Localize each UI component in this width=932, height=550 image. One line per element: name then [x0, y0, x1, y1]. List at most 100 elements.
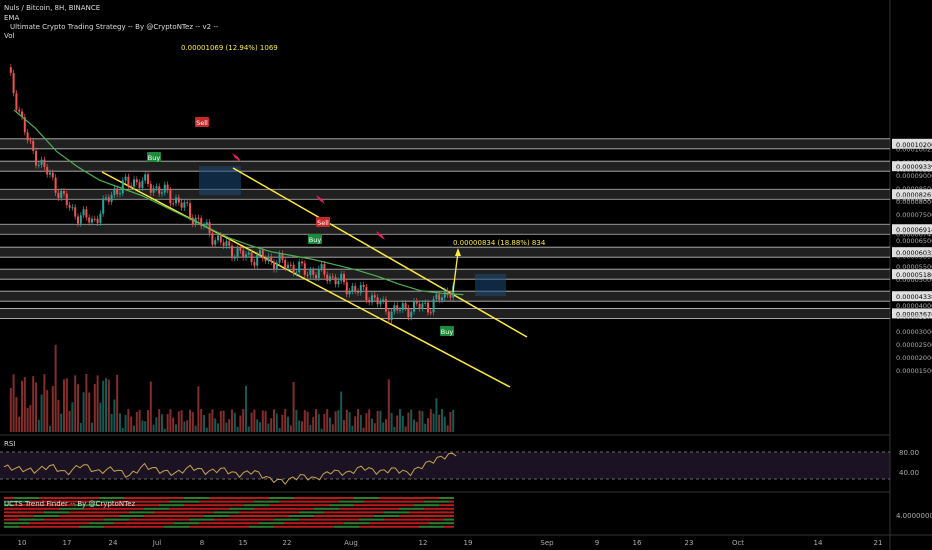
trend-cell: [189, 504, 194, 507]
trend-cell: [244, 504, 249, 507]
trend-cell: [74, 511, 79, 514]
buy-signal[interactable]: [440, 326, 454, 336]
ema-legend[interactable]: EMA: [4, 14, 19, 22]
volume-bar: [359, 415, 362, 432]
trend-cell: [244, 511, 249, 514]
trend-cell: [404, 504, 409, 507]
symbol-title[interactable]: Nuls / Bitcoin, 8H, BINANCE: [4, 4, 100, 12]
trend-axis-label: 4.00000000: [896, 512, 932, 520]
trend-cell: [324, 522, 329, 525]
trend-cell: [294, 497, 299, 499]
candle-body: [432, 299, 435, 313]
trend-cell: [154, 507, 159, 510]
trend-cell: [324, 525, 329, 528]
trend-cell: [374, 515, 379, 517]
trend-cell: [169, 507, 174, 510]
trend-cell: [49, 522, 54, 525]
time-axis-labels: 10 17 24 Jul 8 15 22 Aug 12 19 Sep 9 16 23 Oct 14 21: [18, 539, 883, 547]
trend-cell: [344, 525, 349, 528]
trend-cell: [339, 511, 344, 514]
trend-cell: [329, 497, 334, 499]
trend-cell: [424, 504, 429, 507]
rsi-legend[interactable]: RSI: [4, 440, 15, 448]
trend-cell: [419, 525, 424, 528]
trend-cell: [359, 507, 364, 510]
zone-band[interactable]: [0, 269, 890, 280]
trend-cell: [89, 525, 94, 528]
trend-legend[interactable]: UCTS Trend Finder -- By @CryptoNTez: [4, 500, 136, 508]
candle-body: [26, 132, 29, 141]
trend-cell: [339, 522, 344, 525]
trend-cell: [399, 522, 404, 525]
volume-bar: [149, 381, 152, 432]
trend-cell: [304, 497, 309, 499]
strategy-legend[interactable]: Ultimate Crypto Trading Strategy -- By @…: [10, 23, 219, 31]
trend-cell: [449, 500, 454, 503]
zone-band[interactable]: [0, 247, 890, 258]
candle-body: [351, 285, 354, 292]
trend-cell: [264, 507, 269, 510]
rsi-lower-label: 40.00: [899, 469, 919, 477]
trend-cell: [84, 515, 89, 517]
zone-band[interactable]: [0, 138, 890, 149]
trend-cell: [24, 515, 29, 517]
zone-band[interactable]: [0, 161, 890, 172]
trend-cell: [99, 500, 104, 503]
trend-cell: [249, 515, 254, 517]
candle-body: [401, 303, 404, 310]
volume-bar: [85, 374, 88, 432]
trend-cell: [364, 507, 369, 510]
trend-finder-bars: [4, 497, 454, 528]
trend-cell: [154, 522, 159, 525]
volume-bar: [317, 414, 320, 432]
trend-cell: [339, 504, 344, 507]
measure-box-2[interactable]: [475, 274, 506, 297]
trend-cell: [414, 525, 419, 528]
sell-signal[interactable]: [316, 217, 330, 227]
trend-cell: [209, 518, 214, 521]
projection-arrow-shaft: [452, 251, 459, 293]
candle-body: [152, 188, 155, 193]
trend-cell: [29, 507, 34, 510]
trend-cell: [209, 525, 214, 528]
trend-cell: [99, 507, 104, 510]
trend-cell: [119, 525, 124, 528]
channel-upper-line[interactable]: [232, 167, 528, 338]
trend-cell: [44, 504, 49, 507]
buy-signal[interactable]: [147, 152, 161, 162]
volume-bar: [63, 379, 65, 432]
trend-cell: [304, 518, 309, 521]
trend-cell: [189, 507, 194, 510]
sell-signal[interactable]: [195, 117, 209, 127]
candle-body: [85, 209, 88, 218]
buy-signal[interactable]: [308, 234, 322, 244]
candle-body: [354, 285, 357, 292]
candle-body: [298, 261, 301, 273]
trend-cell: [194, 507, 199, 510]
volume-bars: [9, 344, 455, 432]
trend-cell: [134, 525, 139, 528]
measure-box-1[interactable]: [199, 166, 241, 196]
trend-cell: [49, 507, 54, 510]
trend-cell: [214, 500, 219, 503]
candle-body: [287, 264, 289, 268]
volume-legend[interactable]: Vol: [4, 32, 15, 40]
trend-cell: [44, 500, 49, 503]
trend-cell: [219, 511, 224, 514]
volume-bar: [68, 410, 71, 432]
trend-cell: [424, 515, 429, 517]
candle-body: [158, 186, 161, 194]
trend-cell: [299, 500, 304, 503]
trend-cell: [284, 522, 289, 525]
zone-band[interactable]: [0, 224, 890, 235]
trend-cell: [164, 511, 169, 514]
candle-body: [93, 218, 96, 220]
trend-cell: [44, 497, 49, 499]
trend-cell: [49, 518, 54, 521]
zone-band[interactable]: [0, 189, 890, 200]
trend-cell: [419, 518, 424, 521]
trend-cell: [389, 515, 394, 517]
channel-lower-line[interactable]: [101, 171, 511, 388]
zone-band[interactable]: [0, 308, 890, 319]
